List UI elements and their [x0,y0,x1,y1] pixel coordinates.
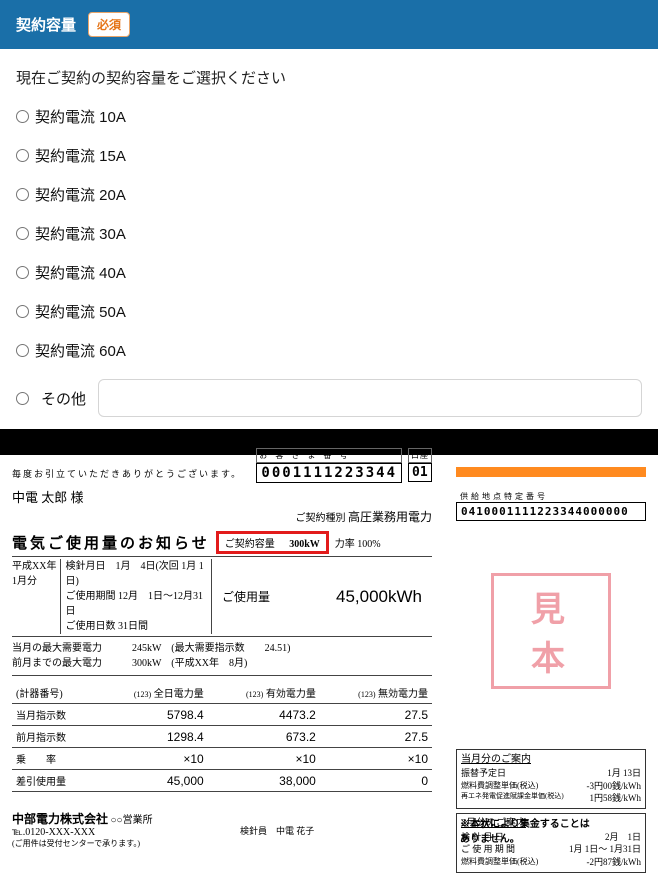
radio-label-5: 契約電流 50A [35,301,126,322]
table-row: 差引使用量45,00038,0000 [12,770,432,792]
radio-other-label: その他 [41,388,86,409]
radio-option-4[interactable] [16,266,29,279]
info1-title: 当月分のご案内 [461,753,641,767]
sample-watermark: 見本 [491,573,611,689]
bill-title-row: 電気ご使用量のお知らせ ご契約容量 300kW 力率 100% [12,531,432,554]
required-badge: 必須 [88,12,130,37]
other-input[interactable] [98,379,642,417]
tel: ℡.0120-XXX-XXX [12,827,95,838]
ledger-number: 01 [408,463,432,482]
radio-option-1[interactable] [16,149,29,162]
customer-box-label: お 客 さ ま 番 号 [256,448,402,463]
usage-value: 45,000kWh [336,587,422,607]
power-rate: 力率 100% [335,535,381,550]
capacity-highlight: ご契約容量 300kW [216,531,329,554]
demand-1: 当月の最大需要電力 245kW (最大需要指示数 24.51) [12,641,432,656]
supply-label: 供給地点特定番号 [456,491,646,502]
bill-sample: 毎度お引立ていただきありがとうございます。 お 客 さ ま 番 号 000111… [0,455,658,865]
radio-label-1: 契約電流 15A [35,145,126,166]
tel-note: (ご用件は受付センターで承ります。) [12,839,140,848]
demand-2: 前月までの最大電力 300kW (平成XX年 8月) [12,656,432,671]
period-header: 平成XX年 1月分 [12,559,61,634]
supply-number: 0410001111223344000000 [456,502,646,521]
usage-days: ご使用日数 31日間 [65,619,205,634]
form-instruction: 現在ご契約の契約容量をご選択ください [16,67,642,88]
demand-block: 当月の最大需要電力 245kW (最大需要指示数 24.51) 前月までの最大電… [12,639,432,673]
table-row: 当月指示数5798.44473.227.5 [12,704,432,726]
radio-option-3[interactable] [16,227,29,240]
radio-option-2[interactable] [16,188,29,201]
th-meter: (計器番号) [12,682,96,704]
radio-other[interactable] [16,392,29,405]
contract-type-label: ご契約種別 [295,513,345,524]
meter-date: 検針月日 1月 4日(次回 1月 1日) [65,559,205,589]
contract-type-row: ご契約種別 高圧業務用電力 [12,508,432,525]
radio-label-3: 契約電流 30A [35,223,126,244]
ledger-label: 口座 [408,448,432,463]
table-row: 乗 率×10×10×10 [12,748,432,770]
radio-option-0[interactable] [16,110,29,123]
power-table: (計器番号) (123) 全日電力量 (123) 有効電力量 (123) 無効電… [12,682,432,792]
capacity-label: ご契約容量 [225,539,275,550]
section-header: 契約容量 必須 [0,0,658,49]
info-box-current: 当月分のご案内 振替予定日1月 13日 燃料費調整単価(税込)-3円00銭/kW… [456,749,646,809]
customer-name: 中電 太郎 様 [12,487,432,506]
radio-label-2: 契約電流 20A [35,184,126,205]
meter-block: 平成XX年 1月分 検針月日 1月 4日(次回 1月 1日) ご使用期間 12月… [12,559,432,634]
radio-label-6: 契約電流 60A [35,340,126,361]
section-title: 契約容量 [16,14,76,35]
radio-option-6[interactable] [16,344,29,357]
disclaimer: ※本状により集金することは ありません。 [460,815,640,845]
table-row: 前月指示数1298.4673.227.5 [12,726,432,748]
office-name: ○○営業所 [111,815,153,826]
orange-strip [456,467,646,477]
contract-type: 高圧業務用電力 [348,510,432,524]
usage-period: ご使用期間 12月 1日～12月31日 [65,589,205,619]
capacity-value: 300kW [289,539,320,550]
meter-reader: 検針員 中電 花子 [240,824,314,837]
bill-title: 電気ご使用量のお知らせ [12,532,210,553]
radio-label-0: 契約電流 10A [35,106,126,127]
usage-label: ご使用量 [222,588,270,605]
company-name: 中部電力株式会社 [12,812,108,826]
radio-option-5[interactable] [16,305,29,318]
radio-label-4: 契約電流 40A [35,262,126,283]
customer-number: 0001111223344 [256,463,402,483]
form-area: 現在ご契約の契約容量をご選択ください 契約電流 10A 契約電流 15A 契約電流 … [0,49,658,429]
